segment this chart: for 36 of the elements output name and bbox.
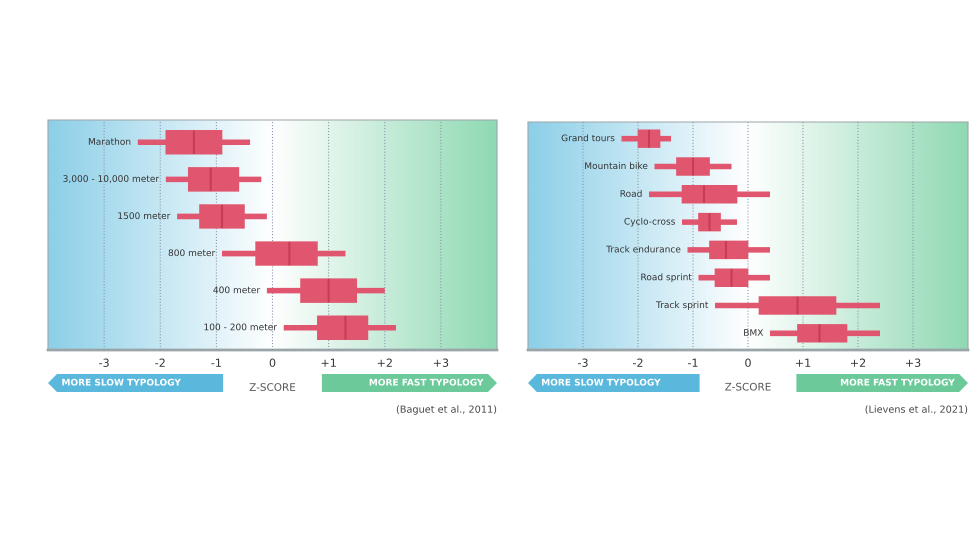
- text: (Lievens et al., 2021): [866, 405, 968, 414]
- x-tick-label: -1: [211, 358, 221, 367]
- text: (Baguet et al., 2011): [396, 405, 496, 415]
- x-tick-label: -3: [578, 358, 588, 367]
- x-tick-label: -2: [633, 358, 642, 367]
- x-axis-title: Z-SCORE: [725, 382, 771, 391]
- text: MORE SLOW TYPOLOGY: [62, 378, 182, 386]
- y-tick-label: 800 meter: [168, 249, 216, 256]
- y-tick-label: Road sprint: [641, 273, 692, 282]
- x-tick-label: +2: [378, 358, 392, 367]
- x-tick-label: +1: [322, 358, 336, 367]
- x-tick-label: -2: [155, 358, 165, 367]
- x-tick-label: +3: [906, 358, 920, 367]
- x-tick-label: +3: [434, 358, 448, 367]
- y-tick-label: Marathon: [88, 138, 130, 145]
- y-tick-label: 100 - 200 meter: [204, 324, 277, 330]
- x-tick-label: -3: [99, 358, 109, 367]
- y-tick-label: Mountain bike: [585, 162, 648, 170]
- y-tick-label: BMX: [744, 329, 764, 336]
- x-tick-label: +1: [796, 358, 810, 367]
- text: MORE FAST TYPOLOGY: [840, 378, 955, 386]
- y-tick-label: Grand tours: [562, 134, 614, 142]
- text: MORE SLOW TYPOLOGY: [542, 378, 661, 386]
- x-tick-label: 0: [745, 358, 751, 367]
- y-tick-label: Cyclo-cross: [624, 218, 675, 226]
- y-tick-label: Road: [620, 190, 642, 197]
- y-tick-label: Track sprint: [656, 301, 708, 310]
- x-tick-label: +2: [850, 358, 866, 367]
- y-tick-label: 400 meter: [213, 286, 260, 294]
- x-axis-title: Z-SCORE: [250, 383, 296, 391]
- y-tick-label: Track endurance: [606, 246, 680, 253]
- x-tick-label: 0: [270, 358, 276, 367]
- text: MORE FAST TYPOLOGY: [370, 378, 484, 386]
- x-tick-label: -1: [688, 358, 698, 367]
- y-tick-label: 1500 meter: [118, 212, 170, 220]
- y-tick-label: 3,000 - 10,000 meter: [63, 175, 160, 183]
